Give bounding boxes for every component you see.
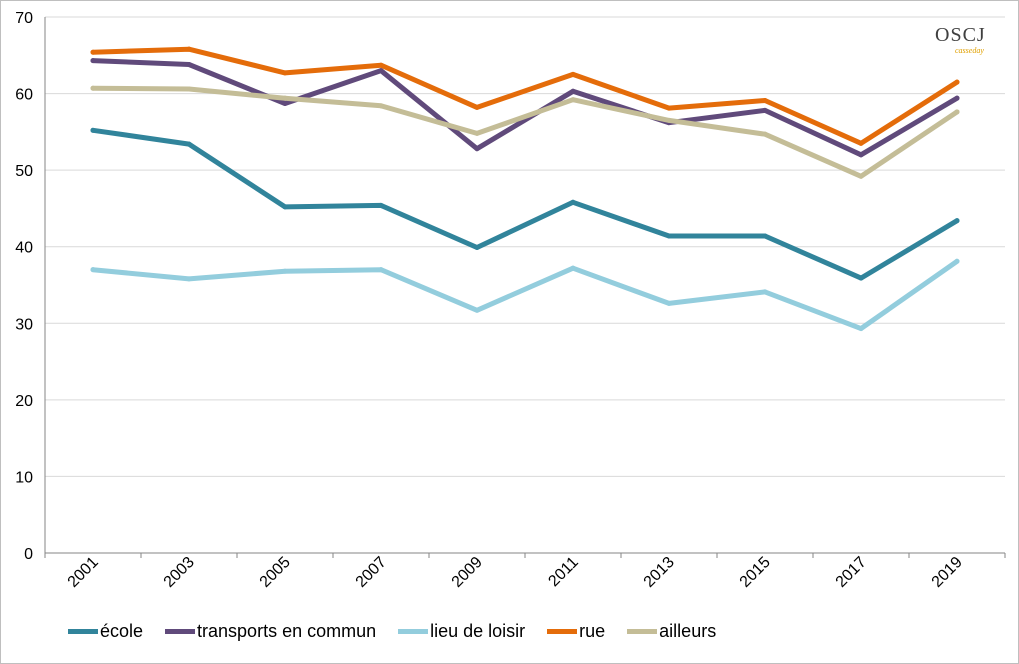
- data-point: [90, 127, 96, 133]
- legend-swatch: [68, 628, 98, 634]
- series-line-4: [90, 85, 960, 179]
- series-lines: [90, 46, 960, 332]
- y-tick-label: 70: [15, 10, 33, 27]
- legend-swatch: [627, 628, 658, 634]
- y-tick-label: 30: [15, 316, 33, 333]
- legend-item: ailleurs: [627, 620, 716, 642]
- x-tick-label: 2005: [257, 554, 294, 591]
- data-point: [666, 300, 672, 306]
- data-point: [378, 103, 384, 109]
- data-point: [570, 265, 576, 271]
- data-point: [954, 95, 960, 101]
- data-point: [762, 233, 768, 239]
- data-point: [90, 58, 96, 64]
- legend-swatch: [165, 628, 196, 634]
- data-point: [282, 95, 288, 101]
- data-point: [378, 68, 384, 74]
- data-point: [474, 130, 480, 136]
- legend-label: rue: [579, 620, 606, 641]
- series-line-3: [90, 46, 960, 146]
- legend-item: transports en commun: [165, 620, 376, 642]
- data-point: [762, 97, 768, 103]
- x-tick-label: 2003: [161, 554, 198, 591]
- data-point: [378, 62, 384, 68]
- x-tick-label: 2013: [641, 554, 678, 591]
- data-point: [282, 101, 288, 107]
- data-point: [474, 307, 480, 313]
- data-point: [282, 268, 288, 274]
- x-tick-label: 2015: [737, 554, 774, 591]
- data-point: [762, 289, 768, 295]
- series-line-2: [90, 258, 960, 332]
- axes: [44, 17, 1006, 558]
- y-tick-label: 40: [15, 240, 33, 257]
- data-point: [858, 152, 864, 158]
- data-point: [954, 218, 960, 224]
- legend-label: ailleurs: [659, 620, 717, 641]
- x-tick-label: 2017: [833, 554, 870, 591]
- gridlines: [45, 16, 1005, 477]
- x-tick-label: 2011: [545, 554, 581, 590]
- data-point: [474, 244, 480, 250]
- legend-swatch: [547, 628, 578, 634]
- legend: école transports en commun lieu de loisir r…: [68, 620, 716, 642]
- data-point: [282, 204, 288, 210]
- data-point: [570, 199, 576, 205]
- x-tick-label: 2001: [65, 554, 102, 591]
- data-point: [954, 109, 960, 115]
- x-tick-label: 2019: [929, 554, 966, 591]
- data-point: [282, 70, 288, 76]
- legend-item: école: [68, 620, 143, 642]
- data-point: [378, 202, 384, 208]
- logo-subtext: casseday: [955, 46, 984, 55]
- x-tick-label: 2007: [353, 554, 390, 591]
- y-tick-label: 50: [15, 163, 33, 180]
- data-point: [666, 233, 672, 239]
- data-point: [90, 85, 96, 91]
- legend-swatch: [398, 628, 429, 634]
- legend-label: école: [100, 620, 144, 641]
- tick-labels: 0 10 20 30 40 50 60 70 2001 2003 2005 2007 2009 2011 2…: [15, 10, 966, 591]
- data-point: [954, 79, 960, 85]
- data-point: [954, 258, 960, 264]
- data-point: [858, 275, 864, 281]
- legend-item: rue: [547, 620, 605, 642]
- data-point: [858, 140, 864, 146]
- y-tick-label: 10: [15, 469, 33, 486]
- data-point: [90, 267, 96, 273]
- data-point: [474, 104, 480, 110]
- y-tick-label: 60: [15, 87, 33, 104]
- data-point: [90, 49, 96, 55]
- data-point: [378, 267, 384, 273]
- series-line-1: [90, 58, 960, 158]
- data-point: [762, 107, 768, 113]
- data-point: [570, 88, 576, 94]
- legend-item: lieu de loisir: [398, 620, 525, 642]
- x-tick-label: 2009: [449, 554, 486, 591]
- y-tick-label: 0: [24, 546, 33, 563]
- data-point: [858, 173, 864, 179]
- data-point: [186, 61, 192, 67]
- data-point: [186, 46, 192, 52]
- legend-label: transports en commun: [197, 620, 377, 641]
- legend-label: lieu de loisir: [430, 620, 526, 641]
- logo-text: OSCJ: [935, 24, 986, 46]
- data-point: [666, 105, 672, 111]
- series-line-0: [90, 127, 960, 281]
- y-tick-label: 20: [15, 393, 33, 410]
- data-point: [474, 146, 480, 152]
- data-point: [762, 131, 768, 137]
- data-point: [570, 71, 576, 77]
- data-point: [186, 141, 192, 147]
- data-point: [186, 276, 192, 282]
- data-point: [186, 86, 192, 92]
- data-point: [570, 97, 576, 103]
- data-point: [858, 326, 864, 332]
- data-point: [666, 117, 672, 123]
